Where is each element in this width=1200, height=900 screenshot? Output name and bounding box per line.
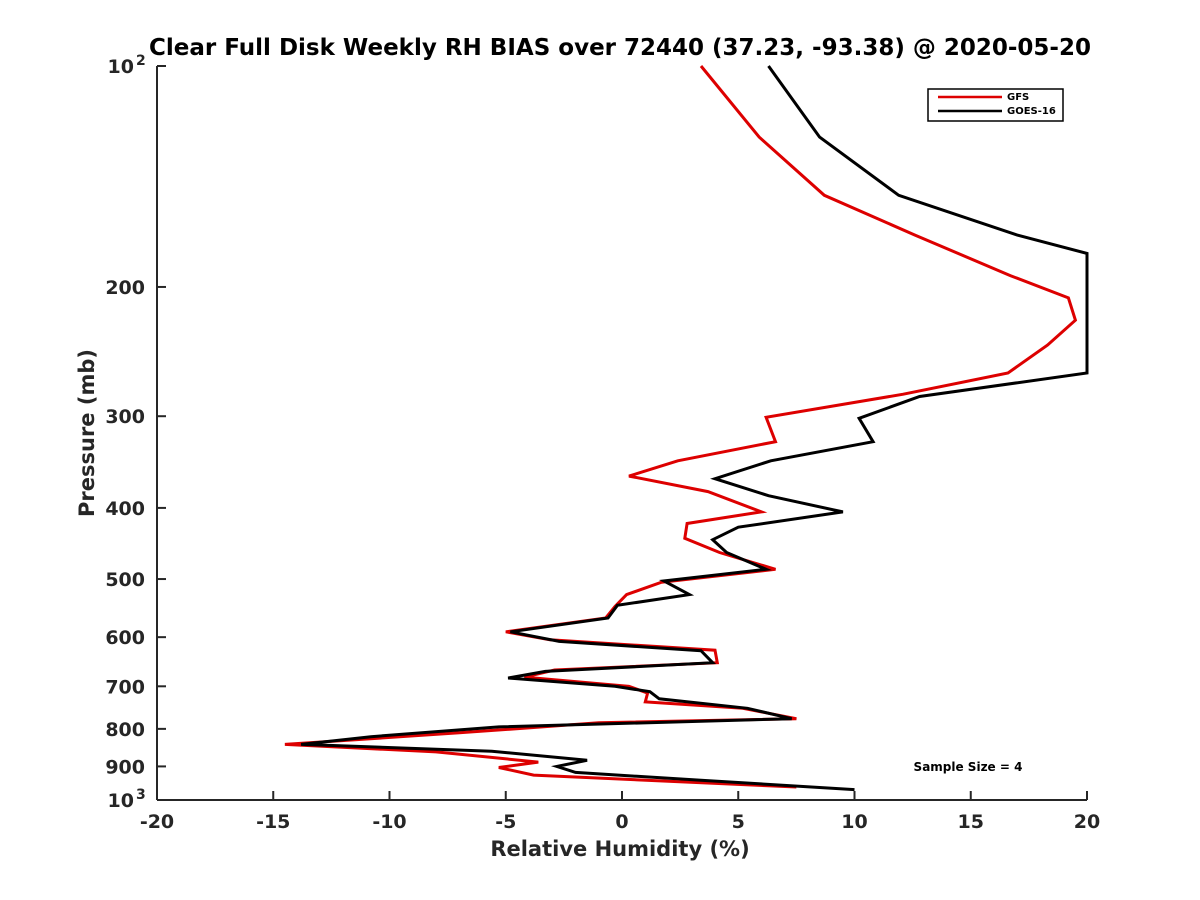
- x-tick-label: -15: [256, 811, 290, 833]
- y-tick-label: 500: [105, 569, 145, 591]
- y-tick-label: 400: [105, 498, 145, 520]
- y-tick-label: 10: [108, 56, 134, 78]
- legend-label-goes16: GOES-16: [1007, 106, 1056, 117]
- legend-label-gfs: GFS: [1007, 92, 1029, 103]
- legend: GFS GOES-16: [927, 88, 1064, 122]
- y-tick-label: 200: [105, 277, 145, 299]
- x-tick-label: -20: [140, 811, 174, 833]
- x-tick-label: 15: [958, 811, 984, 833]
- series-line-gfs: [284, 65, 1078, 789]
- series-line-goes16: [300, 65, 1089, 792]
- x-tick-label: -10: [372, 811, 406, 833]
- x-tick-label: 5: [732, 811, 745, 833]
- series-layer: [284, 65, 1089, 792]
- x-tick-label: 20: [1074, 811, 1100, 833]
- y-tick-label: 800: [105, 719, 145, 741]
- plot-area: -20 -15 -10 -5 0 5 10 15 20 10 220030040050060070…: [105, 53, 1100, 833]
- y-tick-label: 700: [105, 676, 145, 698]
- chart-title: Clear Full Disk Weekly RH BIAS over 7244…: [149, 35, 1091, 61]
- x-tick-label: -5: [495, 811, 516, 833]
- y-tick-label: 900: [105, 756, 145, 778]
- x-tick-label: 0: [615, 811, 628, 833]
- sample-size-annotation: Sample Size = 4: [914, 760, 1023, 774]
- y-tick-label: 300: [105, 406, 145, 428]
- y-axis-label: Pressure (mb): [75, 349, 99, 517]
- y-tick-label: 600: [105, 627, 145, 649]
- x-ticks: -20 -15 -10 -5 0 5 10 15 20: [140, 791, 1100, 833]
- y-tick-exponent: 2: [136, 53, 146, 69]
- x-axis-label: Relative Humidity (%): [490, 837, 749, 861]
- legend-box: [927, 88, 1064, 122]
- x-tick-label: 10: [841, 811, 867, 833]
- y-tick-exponent: 3: [136, 787, 146, 803]
- y-tick-label: 10: [108, 790, 134, 812]
